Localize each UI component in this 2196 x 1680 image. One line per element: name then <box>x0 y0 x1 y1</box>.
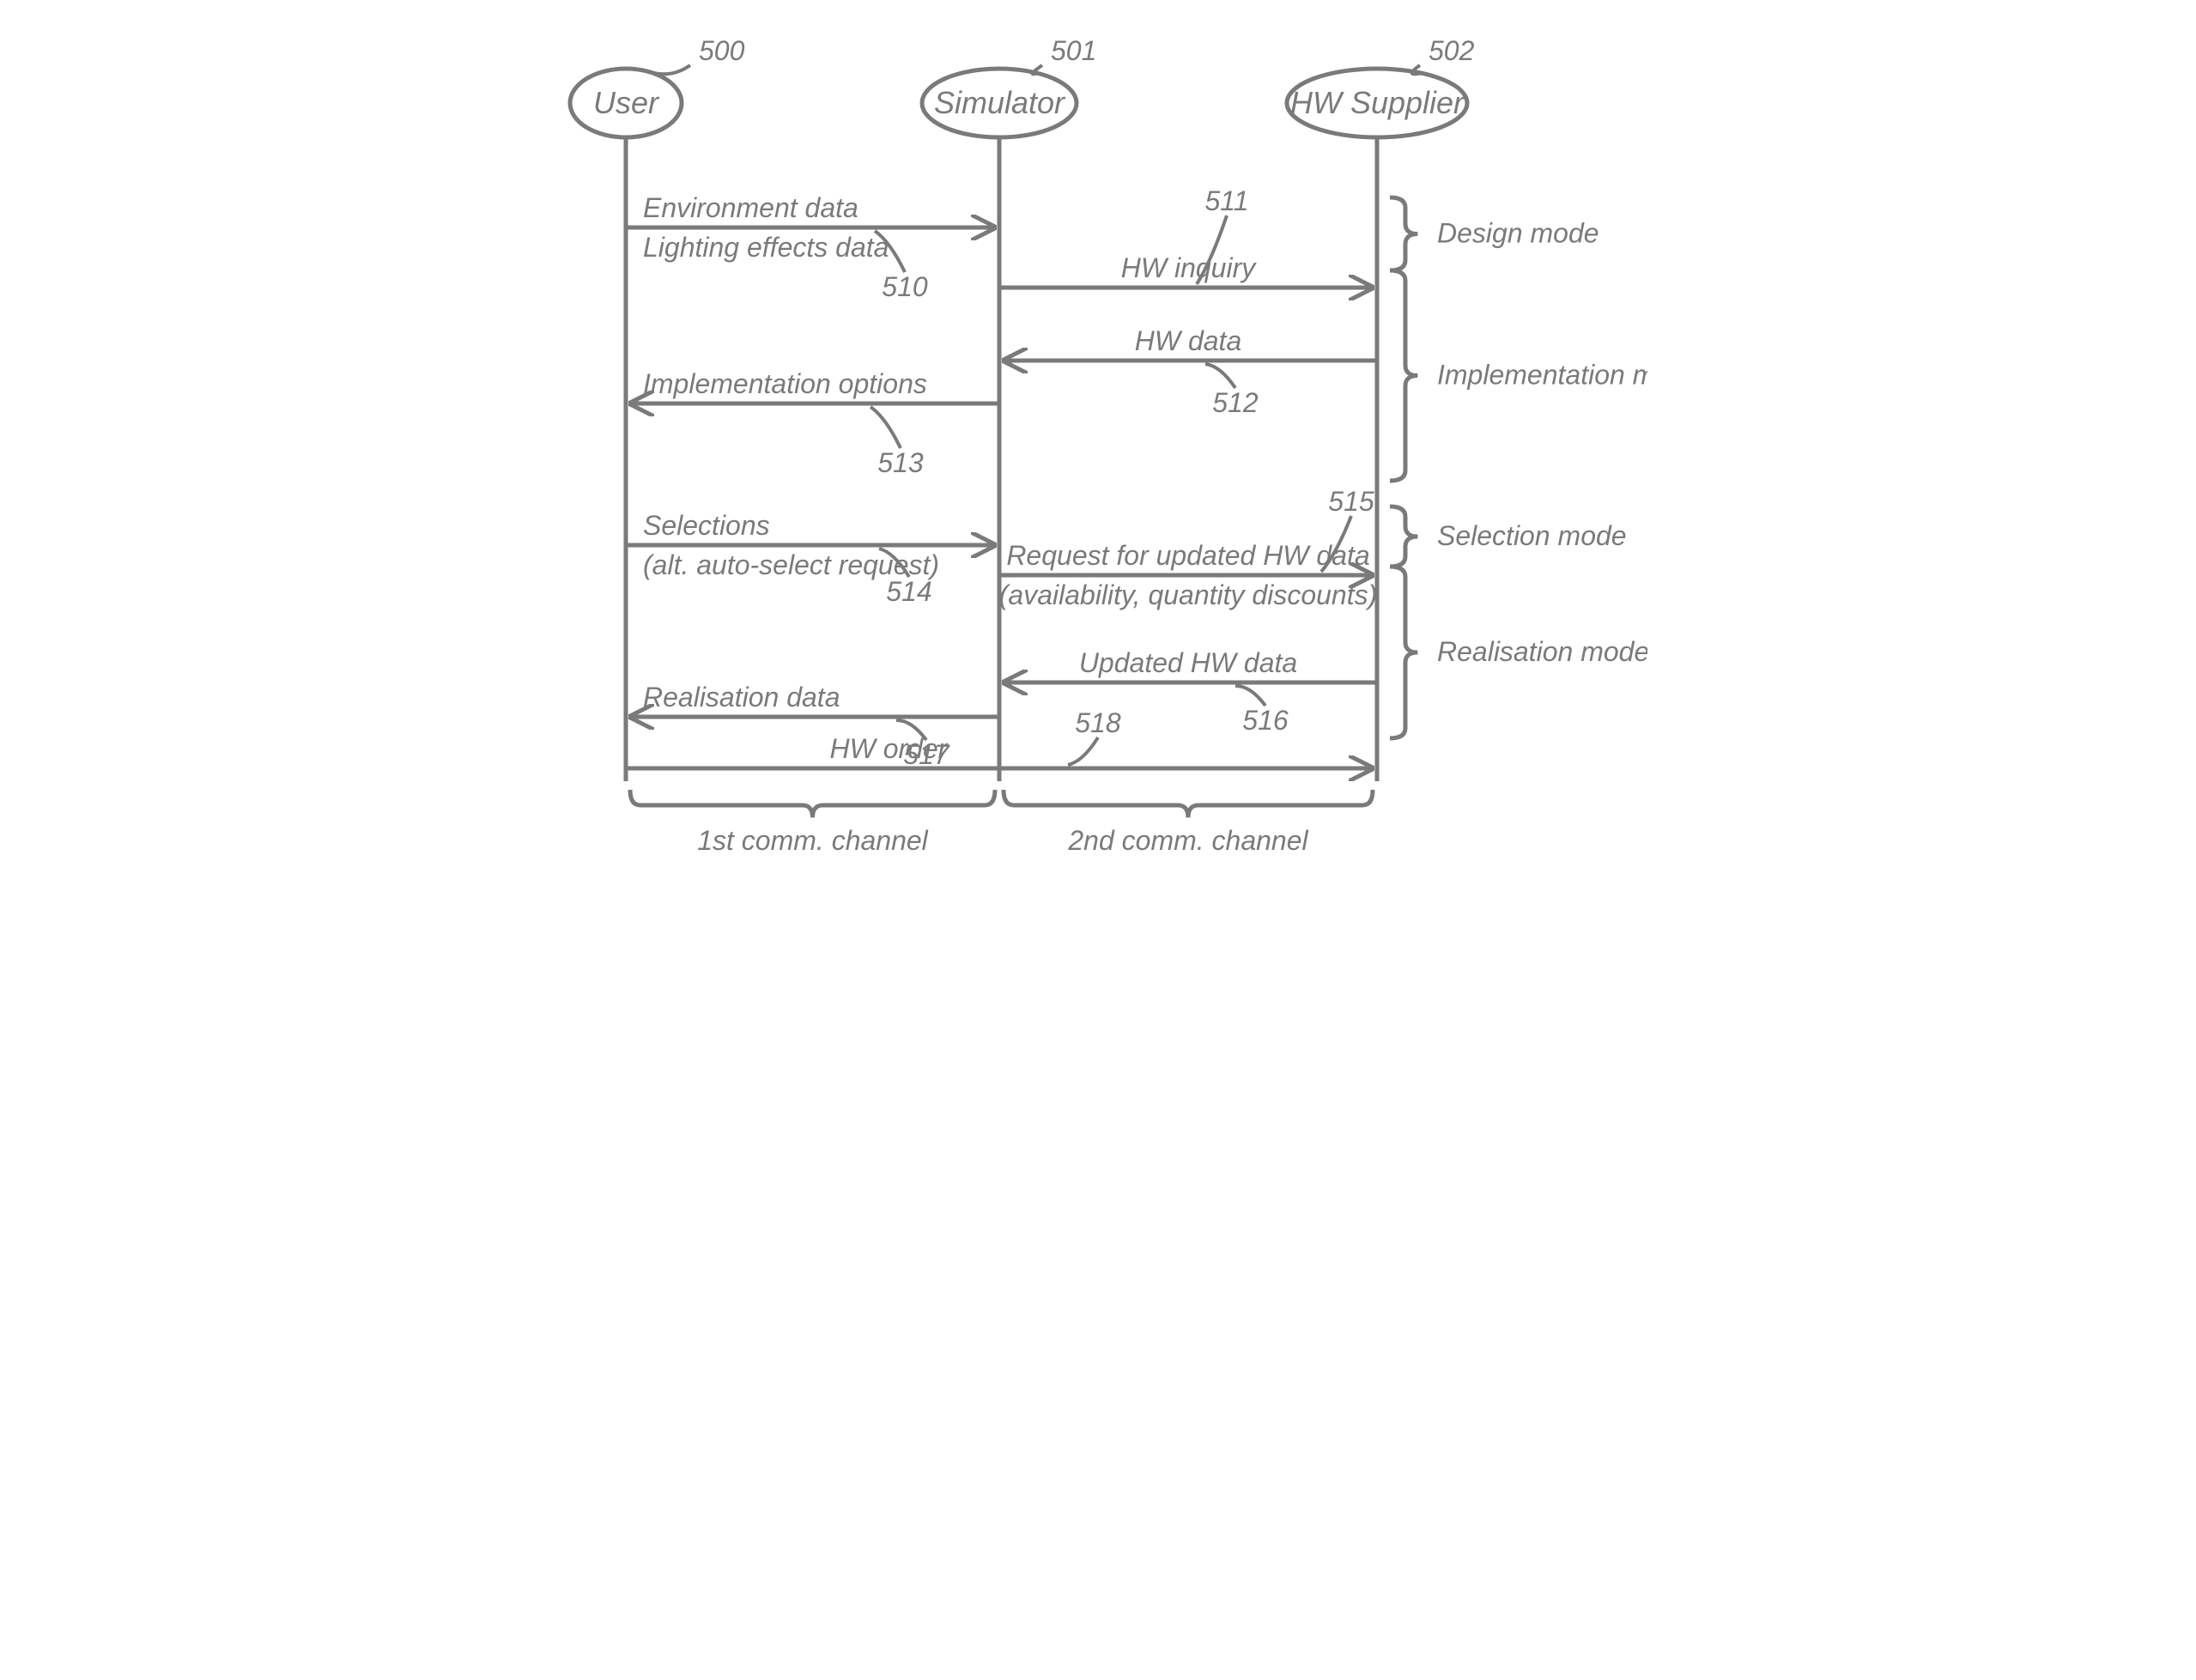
sequence-diagram: User 500 Simulator 501 HW Supplier 502 Environ… <box>549 34 1647 876</box>
message-ref-5: 515 <box>1328 486 1374 517</box>
message-ref-4: 514 <box>886 576 931 607</box>
message-ref-1: 511 <box>1204 185 1248 216</box>
message-ref-3: 513 <box>877 447 924 478</box>
actor-label-supplier: HW Supplier <box>1290 85 1465 120</box>
actor-ref-supplier: 502 <box>1429 35 1475 66</box>
actor-label-simulator: Simulator <box>934 85 1066 120</box>
channel-brace-1 <box>1004 790 1373 817</box>
message-label-above-1: HW inquiry <box>1121 252 1257 283</box>
message-label-above-4: Selections <box>643 510 770 541</box>
message-ref-callout-8 <box>1068 737 1098 765</box>
mode-label-0: Design mode <box>1437 218 1599 249</box>
mode-brace-3 <box>1390 567 1417 738</box>
message-label-above-6: Updated HW data <box>1079 647 1297 678</box>
mode-brace-2 <box>1390 506 1417 567</box>
actor-label-user: User <box>593 85 660 120</box>
channel-label-1: 2nd comm. channel <box>1067 825 1308 856</box>
mode-label-3: Realisation mode <box>1437 636 1647 667</box>
message-ref-callout-3 <box>871 407 901 448</box>
message-ref-callout-2 <box>1205 364 1235 388</box>
actor-ref-user: 500 <box>699 35 745 66</box>
message-label-above-8: HW order <box>830 733 949 764</box>
message-ref-2: 512 <box>1212 387 1259 418</box>
actor-ref-callout-user <box>654 65 691 74</box>
actor-ref-simulator: 501 <box>1051 35 1096 66</box>
message-ref-callout-6 <box>1235 686 1265 706</box>
actor-ref-callout-supplier <box>1412 65 1423 74</box>
mode-brace-1 <box>1390 270 1417 481</box>
channel-label-0: 1st comm. channel <box>697 825 928 856</box>
message-ref-0: 510 <box>882 271 928 302</box>
message-ref-6: 516 <box>1242 705 1289 736</box>
mode-brace-0 <box>1390 197 1417 270</box>
message-label-below-0: Lighting effects data <box>643 232 889 263</box>
message-label-above-2: HW data <box>1135 325 1241 356</box>
message-label-above-7: Realisation data <box>643 682 840 713</box>
mode-label-2: Selection mode <box>1437 520 1627 551</box>
channel-brace-0 <box>630 790 995 817</box>
message-label-below-5: (availability, quantity discounts) <box>999 579 1378 610</box>
mode-label-1: Implementation mode <box>1437 360 1647 391</box>
message-ref-8: 518 <box>1075 707 1121 738</box>
message-label-above-0: Environment data <box>643 192 858 223</box>
message-label-above-3: Implementation options <box>643 368 927 399</box>
message-label-above-5: Request for updated HW data <box>1006 540 1369 571</box>
